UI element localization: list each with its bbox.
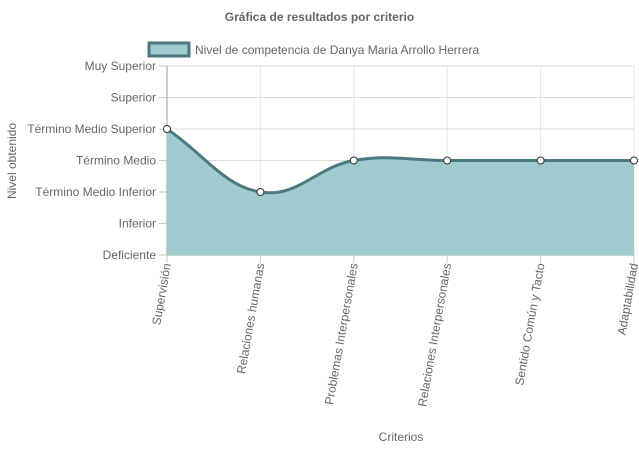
legend[interactable]: Nivel de competencia de Danya Maria Arro… [147,41,479,58]
legend-swatch[interactable] [147,41,191,58]
x-tick-label: Sentido Común y Tacto [512,262,547,387]
y-tick-label: Muy Superior [85,59,156,73]
y-tick-label: Superior [111,91,156,105]
x-axis-label: Criterios [379,430,424,444]
x-tick-label: Supervisión [149,262,174,326]
legend-label[interactable]: Nivel de competencia de Danya Maria Arro… [195,43,479,57]
data-point[interactable] [536,156,545,165]
y-tick-label: Deficiente [103,248,157,262]
data-point[interactable] [630,156,638,165]
y-tick-label: Término Medio [76,154,156,168]
x-tick-label: Adaptabilidad [615,262,639,336]
y-axis-ticks: Deficiente Inferior Término Medio Inferior… [27,59,156,262]
data-points [163,125,638,196]
data-point[interactable] [163,125,171,133]
x-tick-label: Relaciones Interpersonales [415,262,454,408]
x-tick-label: Problemas Interpersonales [322,262,361,406]
data-point[interactable] [256,188,265,196]
series-area-fill [167,129,634,255]
data-point[interactable] [443,156,452,165]
y-tick-label: Término Medio Superior [27,122,156,136]
y-tick-label: Término Medio Inferior [35,185,156,199]
y-axis-label: Nivel obtenido [5,123,19,199]
x-tick-label: Relaciones humanas [234,262,267,375]
chart-title: Gráfica de resultados por criterio [225,10,414,24]
series-area [166,127,634,255]
data-point[interactable] [349,156,358,165]
y-tick-label: Inferior [119,217,156,231]
x-axis-ticks: Supervisión Relaciones humanas Problemas I… [149,262,639,408]
series-line [166,127,634,195]
